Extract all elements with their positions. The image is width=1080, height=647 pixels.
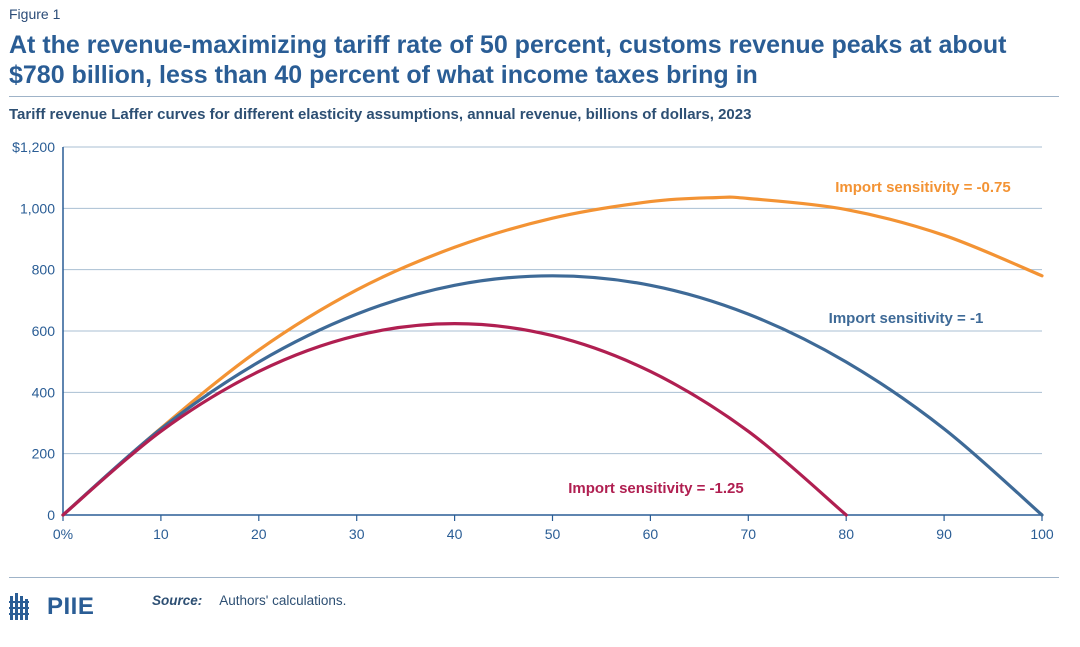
y-tick-label: 600 [32,323,56,339]
piie-logo: PIIE [9,592,94,622]
chart-title: At the revenue-maximizing tariff rate of… [9,31,1007,89]
y-axis-tick-labels: 0 200 400 600 800 1,000 $1,200 [12,139,55,523]
series-lines [61,195,1044,517]
x-tick-label: 30 [349,526,365,542]
x-tick-label: 50 [545,526,561,542]
grid-lines [63,146,1042,455]
series-label: Import sensitivity = -0.75 [835,179,1010,196]
y-tick-label: 400 [32,384,56,400]
x-tick-label: 70 [741,526,757,542]
source-label: Source: [152,593,203,608]
series-line [61,322,848,517]
x-tick-label: 40 [447,526,463,542]
x-tick-label: 100 [1030,526,1054,542]
source-note: Source: Authors' calculations. [152,593,346,608]
series-line [61,195,1044,517]
x-tick-label: 0% [53,526,73,542]
piie-building-icon [9,593,29,620]
source-text: Authors' calculations. [219,593,347,608]
figure-label: Figure 1 [9,6,61,22]
y-tick-label: 1,000 [20,200,55,216]
laffer-curve-chart: 0 200 400 600 800 1,000 $1,200 0% 10 20 30 40 50 60 7… [12,139,1054,542]
bottom-divider [9,577,1059,578]
series-line [61,274,1044,517]
x-tick-label: 10 [153,526,169,542]
x-tick-label: 20 [251,526,267,542]
x-tick-label: 60 [643,526,659,542]
series-labels: Import sensitivity = -0.75 Import sensiti… [568,179,1010,497]
y-tick-label: 800 [32,262,56,278]
y-tick-label: 200 [32,446,56,462]
series-label: Import sensitivity = -1 [829,310,984,327]
top-divider [9,96,1059,97]
chart-subtitle: Tariff revenue Laffer curves for differe… [9,106,752,123]
y-tick-label: $1,200 [12,139,55,155]
series-label: Import sensitivity = -1.25 [568,480,743,497]
x-axis: 0% 10 20 30 40 50 60 70 80 90 100 [53,147,1054,542]
y-tick-label: 0 [47,507,55,523]
logo-text: PIIE [47,593,95,620]
x-tick-label: 90 [936,526,952,542]
x-tick-label: 80 [838,526,854,542]
